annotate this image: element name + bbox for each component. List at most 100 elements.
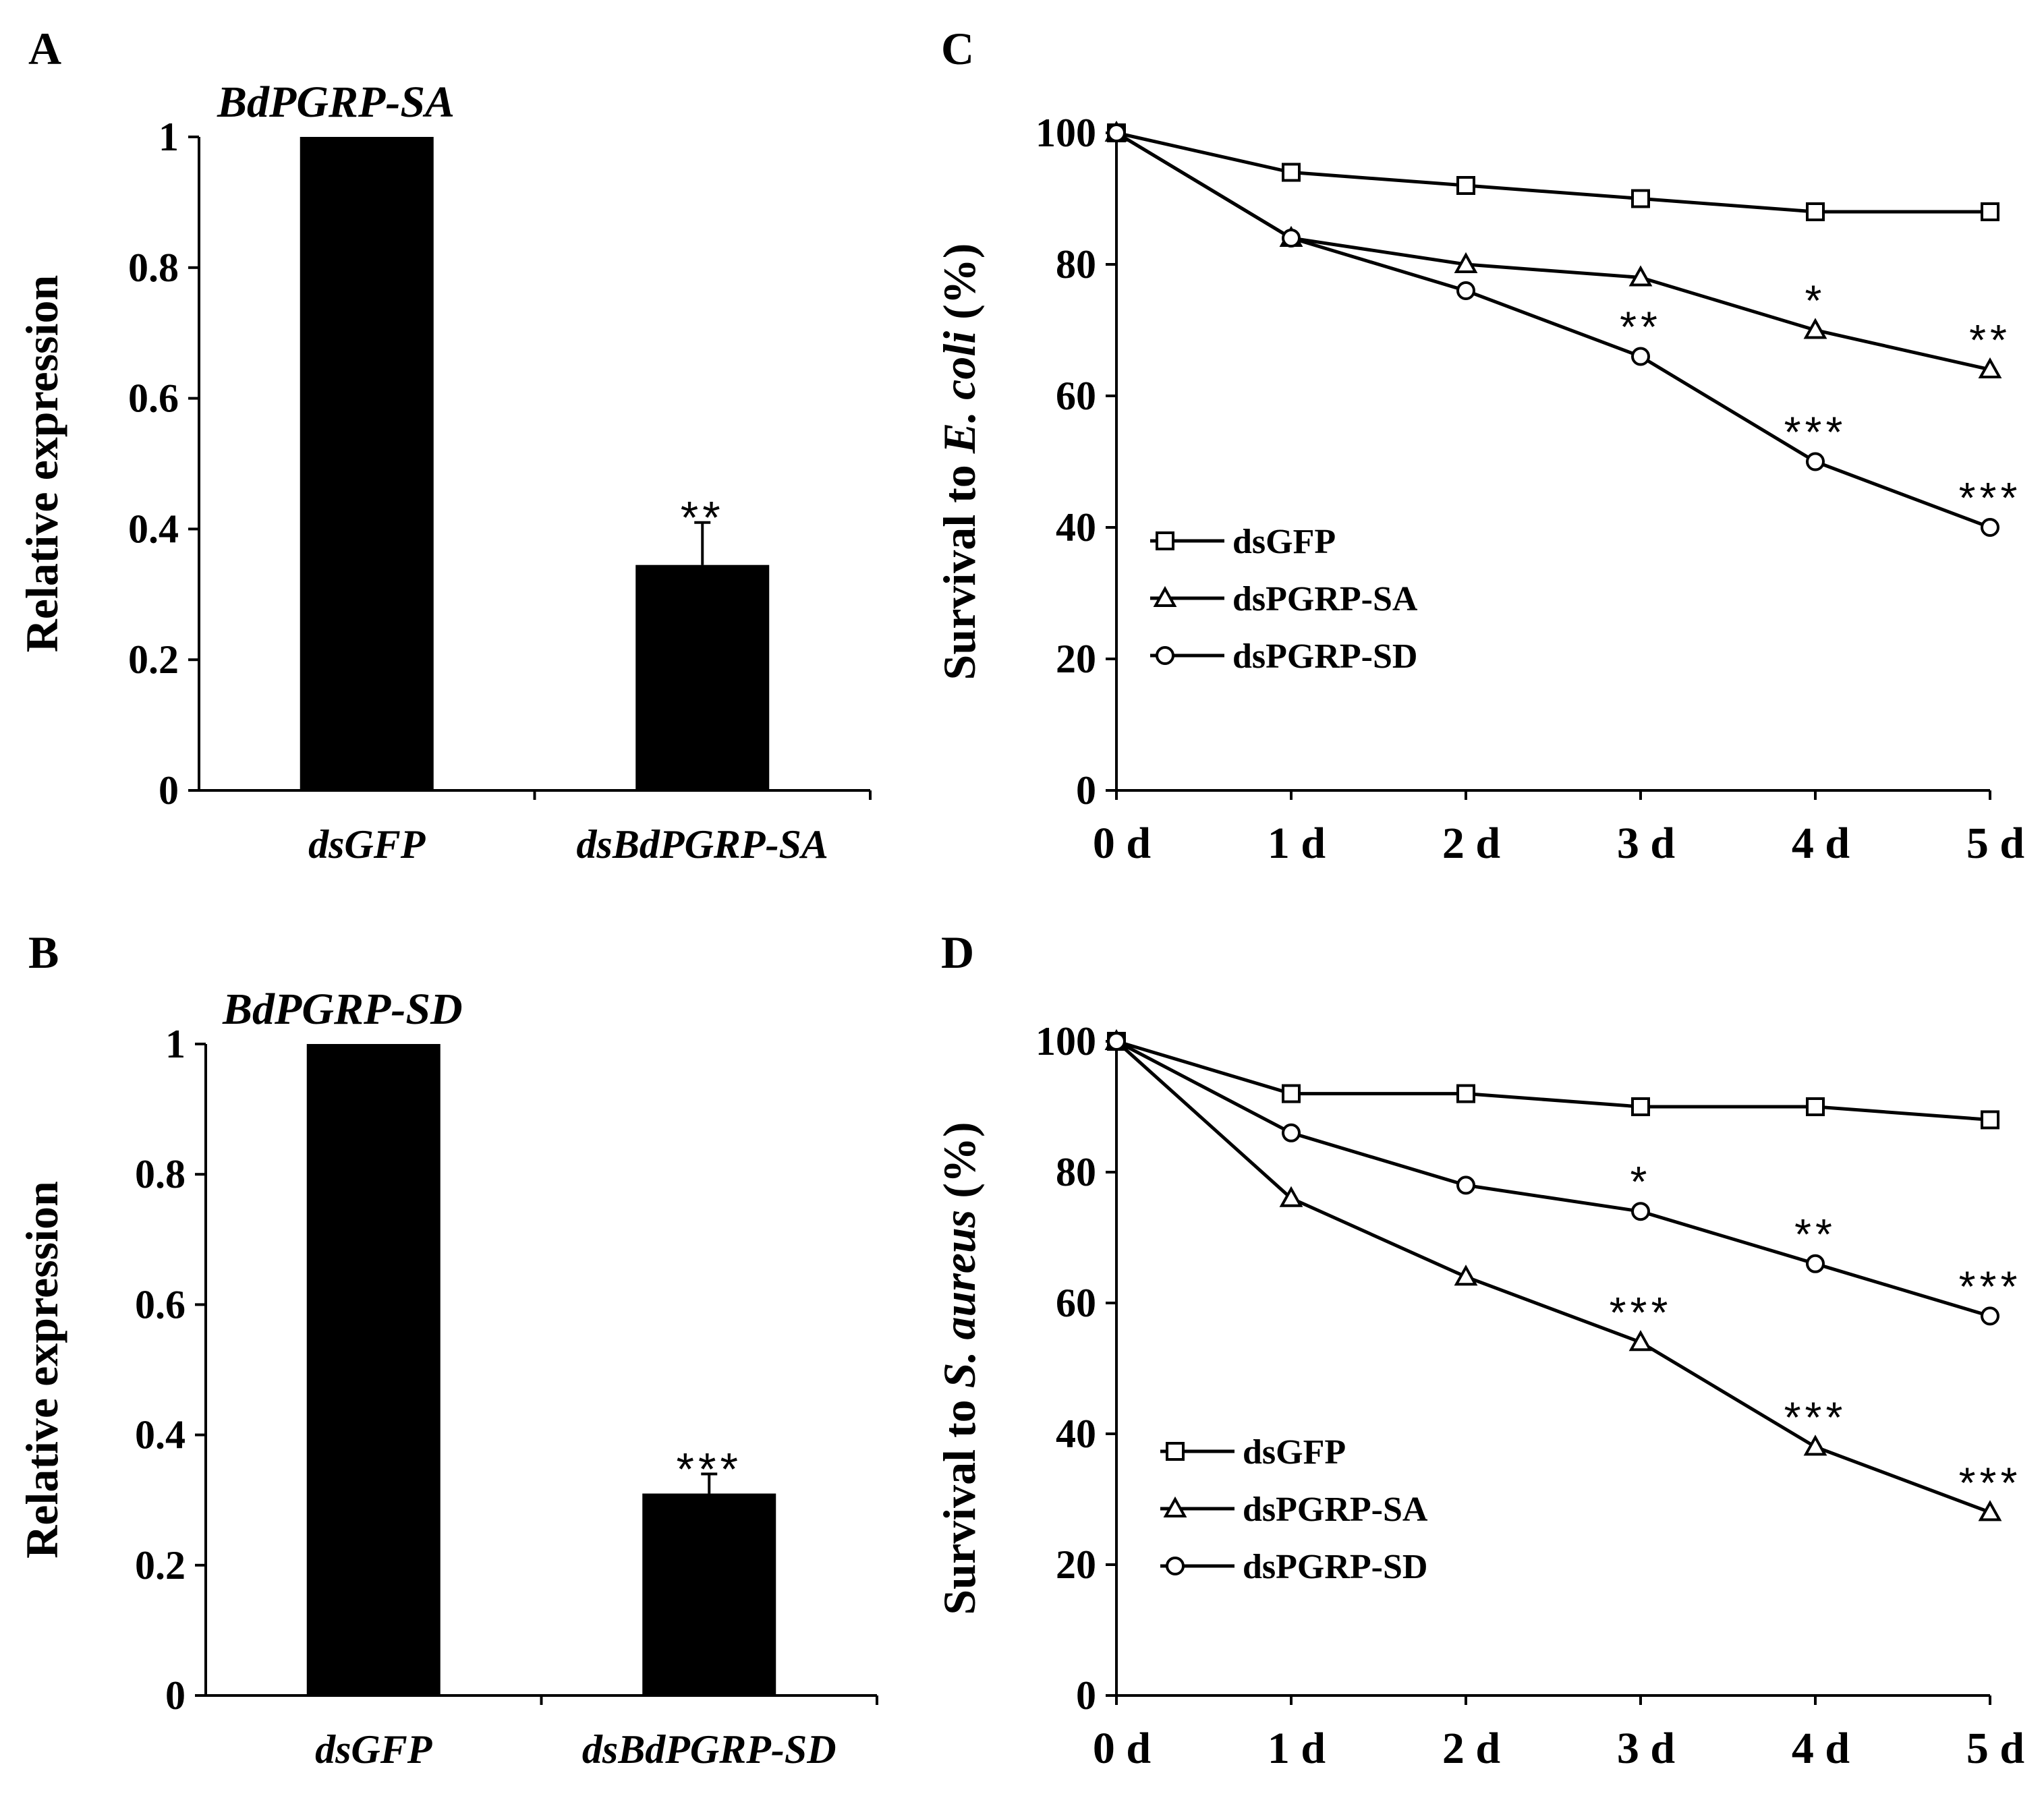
y-tick-label: 1 <box>165 1022 186 1066</box>
marker-square <box>1282 163 1301 182</box>
marker-circle <box>1282 229 1301 248</box>
marker-triangle <box>1803 1434 1827 1456</box>
legend-label: dsPGRP-SA <box>1232 580 1418 618</box>
y-axis-title: Survival to E. coli (%) <box>934 243 985 680</box>
x-tick-label: 2 d <box>1442 819 1500 868</box>
bar <box>300 137 434 790</box>
marker-square <box>1981 202 1999 221</box>
marker-square <box>1981 1110 1999 1130</box>
y-axis-title-suffix: (%) <box>934 1122 985 1209</box>
marker-triangle <box>1978 1500 2002 1521</box>
y-tick-label: 0.4 <box>128 506 179 551</box>
significance-label: *** <box>1610 1288 1672 1337</box>
x-tick-label: 0 d <box>1093 1724 1151 1773</box>
y-tick-label: 100 <box>1035 1019 1096 1064</box>
marker-square <box>1631 189 1650 208</box>
marker-circle <box>1456 281 1475 300</box>
panel-label-c: C <box>941 23 974 74</box>
y-tick-label: 20 <box>1056 1542 1096 1587</box>
marker-circle <box>1156 646 1174 665</box>
y-axis-title-organism: S. aureus <box>934 1210 985 1389</box>
marker-square <box>1156 531 1174 550</box>
marker-square <box>1631 1097 1650 1116</box>
marker-circle <box>1282 1123 1301 1142</box>
marker-triangle <box>1803 318 1827 339</box>
panel-label-d: D <box>941 927 974 978</box>
x-tick-label: 1 d <box>1268 819 1326 868</box>
panel-label-b: B <box>28 927 59 978</box>
marker-triangle <box>1628 265 1653 287</box>
x-category-label: dsBdPGRP-SD <box>582 1727 836 1772</box>
marker-triangle <box>1454 1265 1478 1286</box>
y-tick-label: 100 <box>1035 111 1096 155</box>
y-tick-label: 0.8 <box>128 245 179 290</box>
y-tick-label: 80 <box>1056 242 1096 287</box>
y-axis-title: Survival to S. aureus (%) <box>934 1122 985 1615</box>
legend-label: dsGFP <box>1243 1433 1346 1472</box>
x-tick-label: 4 d <box>1792 1724 1850 1773</box>
marker-square <box>1456 1084 1475 1103</box>
marker-triangle <box>1978 357 2002 378</box>
y-tick-label: 80 <box>1056 1150 1096 1194</box>
x-tick-label: 5 d <box>1966 819 2024 868</box>
marker-square <box>1806 202 1825 221</box>
y-tick-label: 0.6 <box>135 1282 186 1327</box>
legend-label: dsPGRP-SA <box>1243 1490 1428 1529</box>
y-axis-title-prefix: Survival to <box>934 453 985 680</box>
marker-triangle <box>1279 1186 1303 1207</box>
y-axis-title: Relative expression <box>16 275 67 653</box>
significance-label: ** <box>1794 1210 1836 1258</box>
y-tick-label: 0.4 <box>135 1413 186 1457</box>
y-tick-label: 20 <box>1056 637 1096 681</box>
x-tick-label: 0 d <box>1093 819 1151 868</box>
bar <box>635 564 770 790</box>
x-category-label: dsGFP <box>315 1727 433 1772</box>
marker-triangle <box>1163 1496 1187 1517</box>
marker-circle <box>1981 518 1999 537</box>
marker-circle <box>1166 1557 1185 1575</box>
panel-b-bar-chart: 0 0.2 0.4 0.6 0.8 1 dsGFP *** dsBdPGRP-SD BdPGRP-… <box>16 985 878 1772</box>
significance-label: *** <box>1959 1458 2022 1507</box>
x-category-label: dsBdPGRP-SA <box>577 822 828 867</box>
series-line-dsgfp <box>1116 1039 1991 1122</box>
y-tick-label: 0.2 <box>135 1543 186 1588</box>
x-tick-label: 3 d <box>1617 819 1675 868</box>
y-tick-label: 0 <box>1076 768 1096 813</box>
chart-title: BdPGRP-SA <box>217 78 455 127</box>
y-tick-label: 0 <box>1076 1673 1096 1718</box>
x-tick-label: 2 d <box>1442 1724 1500 1773</box>
significance-label: * <box>1805 277 1826 325</box>
chart-title: BdPGRP-SD <box>222 985 463 1034</box>
series-line-dspgrp-sa <box>1115 131 1991 372</box>
x-tick-label: 1 d <box>1268 1724 1326 1773</box>
panel-a-bar-chart: 0 0.2 0.4 0.6 0.8 1 dsGFP ** dsBdPGRP-SA BdPGRP-S… <box>16 78 872 867</box>
series-line-dspgrp-sa <box>1115 1040 1991 1514</box>
legend-label: dsPGRP-SD <box>1243 1548 1427 1586</box>
y-tick-label: 40 <box>1056 505 1096 550</box>
y-tick-label: 0.2 <box>128 637 179 682</box>
y-tick-label: 60 <box>1056 1281 1096 1325</box>
x-tick-label: 4 d <box>1792 819 1850 868</box>
marker-circle <box>1631 1202 1650 1221</box>
series-line-dsgfp <box>1116 131 1990 214</box>
marker-circle <box>1107 123 1126 142</box>
marker-triangle <box>1628 1330 1653 1352</box>
marker-circle <box>1456 1176 1475 1195</box>
marker-circle <box>1806 452 1825 471</box>
marker-triangle <box>1454 252 1478 273</box>
y-axis-title-prefix: Survival to <box>934 1388 985 1615</box>
marker-circle <box>1107 1032 1126 1051</box>
y-tick-label: 0 <box>159 768 179 813</box>
panel-label-a: A <box>28 23 61 74</box>
marker-square <box>1456 176 1475 195</box>
bar <box>642 1493 776 1695</box>
significance-label: *** <box>1959 1262 2022 1310</box>
marker-circle <box>1631 347 1650 366</box>
significance-label: ** <box>1969 316 2011 364</box>
significance-label: *** <box>1784 1393 1847 1441</box>
significance-label: * <box>1630 1157 1651 1206</box>
significance-label: ** <box>1620 303 1662 351</box>
legend-label: dsPGRP-SD <box>1232 637 1417 676</box>
